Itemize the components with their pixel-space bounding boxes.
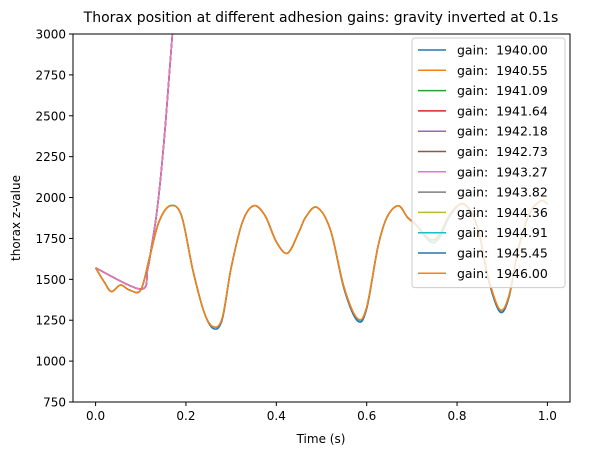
x-axis-label: Time (s) — [296, 432, 346, 446]
legend-entry-label: gain: 1944.91 — [457, 225, 548, 240]
y-tick-label: 2750 — [35, 68, 66, 82]
legend-entry-label: gain: 1940.55 — [457, 63, 548, 78]
legend-entry-label: gain: 1944.36 — [457, 205, 548, 220]
y-tick-label: 1250 — [35, 314, 66, 328]
legend-entry-label: gain: 1941.09 — [457, 83, 548, 98]
series-line-7 — [95, 34, 174, 290]
legend-entry-label: gain: 1942.73 — [457, 144, 548, 159]
legend-entry-label: gain: 1943.27 — [457, 164, 548, 179]
legend-entry-label: gain: 1943.82 — [457, 185, 548, 200]
legend-entry-label: gain: 1945.45 — [457, 246, 548, 261]
x-tick-label: 0.6 — [357, 409, 376, 423]
y-tick-label: 2250 — [35, 150, 66, 164]
y-tick-label: 750 — [43, 396, 66, 410]
legend-entry-label: gain: 1946.00 — [457, 266, 548, 281]
chart-title: Thorax position at different adhesion ga… — [83, 10, 559, 26]
y-tick-label: 1500 — [35, 273, 66, 287]
y-tick-label: 3000 — [35, 28, 66, 42]
y-tick-label: 2000 — [35, 191, 66, 205]
legend-entry-label: gain: 1941.64 — [457, 103, 548, 118]
legend: gain: 1940.00 gain: 1940.55 gain: 1941.09 g… — [411, 37, 566, 289]
y-tick-label: 2500 — [35, 109, 66, 123]
x-tick-label: 0.4 — [267, 409, 286, 423]
y-axis-ticks: 750 1000 1250 1500 1750 2000 2250 2500 2750 3000 — [35, 28, 73, 410]
legend-entry-label: gain: 1942.18 — [457, 124, 548, 139]
legend-entry-label: gain: 1940.00 — [457, 43, 548, 58]
x-tick-label: 0.0 — [86, 409, 105, 423]
x-tick-label: 0.2 — [176, 409, 195, 423]
plot-area-frame — [72, 33, 571, 403]
y-axis-label: thorax z-value — [9, 175, 23, 261]
x-tick-label: 0.8 — [447, 409, 466, 423]
y-tick-label: 1000 — [35, 355, 66, 369]
x-tick-label: 1.0 — [538, 409, 557, 423]
legend-box — [411, 37, 566, 289]
y-tick-label: 1750 — [35, 232, 66, 246]
x-axis-ticks: 0.0 0.2 0.4 0.6 0.8 1.0 — [86, 402, 557, 423]
